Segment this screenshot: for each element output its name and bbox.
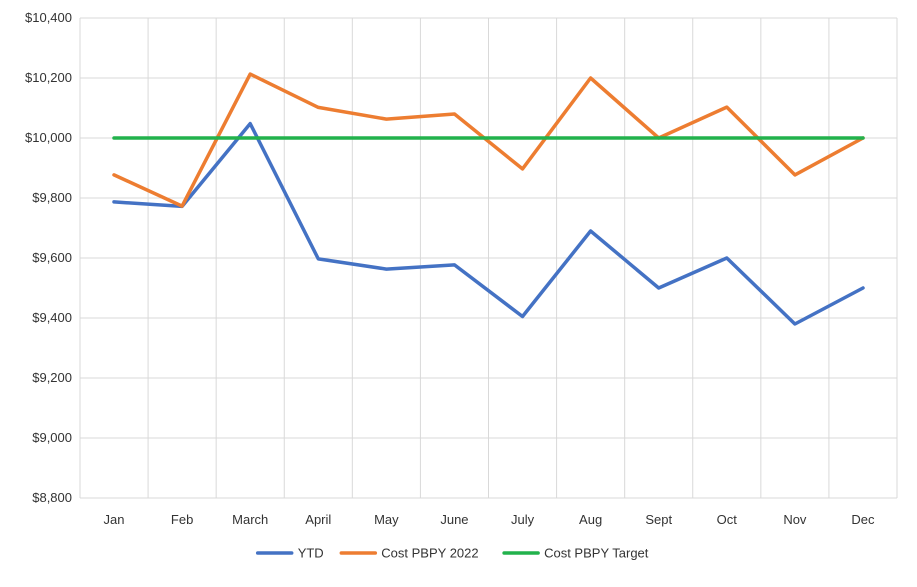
grid-layer (79, 17, 898, 499)
x-tick-label: May (374, 512, 399, 527)
x-tick-label: Jan (104, 512, 125, 527)
x-tick-label: Sept (645, 512, 672, 527)
x-tick-label: July (511, 512, 535, 527)
y-tick-label: $10,000 (25, 130, 72, 145)
y-tick-label: $9,400 (32, 310, 72, 325)
y-axis-tick-labels: $8,800 $9,000 $9,200 $9,400 $9,600 $9,800 $10,… (25, 10, 72, 505)
x-tick-label: April (305, 512, 331, 527)
y-tick-label: $10,400 (25, 10, 72, 25)
x-tick-label: June (440, 512, 468, 527)
x-tick-label: Dec (851, 512, 875, 527)
y-tick-label: $9,200 (32, 370, 72, 385)
x-tick-label: Nov (783, 512, 807, 527)
x-axis-tick-labels: Jan Feb March April May June July Aug Sept Oct Nov… (104, 512, 875, 527)
legend: YTD Cost PBPY 2022 Cost PBPY Target (255, 546, 649, 561)
y-tick-label: $9,000 (32, 430, 72, 445)
legend-label: Cost PBPY 2022 (381, 546, 478, 561)
series-layer (112, 72, 865, 326)
y-tick-label: $10,200 (25, 70, 72, 85)
x-tick-label: Feb (171, 512, 193, 527)
series-line-2 (112, 72, 865, 208)
x-tick-label: Aug (579, 512, 602, 527)
y-tick-label: $9,800 (32, 190, 72, 205)
legend-label: YTD (298, 546, 324, 561)
y-tick-label: $8,800 (32, 490, 72, 505)
x-tick-label: March (232, 512, 268, 527)
legend-label: Cost PBPY Target (544, 546, 649, 561)
x-tick-label: Oct (717, 512, 738, 527)
y-tick-label: $9,600 (32, 250, 72, 265)
